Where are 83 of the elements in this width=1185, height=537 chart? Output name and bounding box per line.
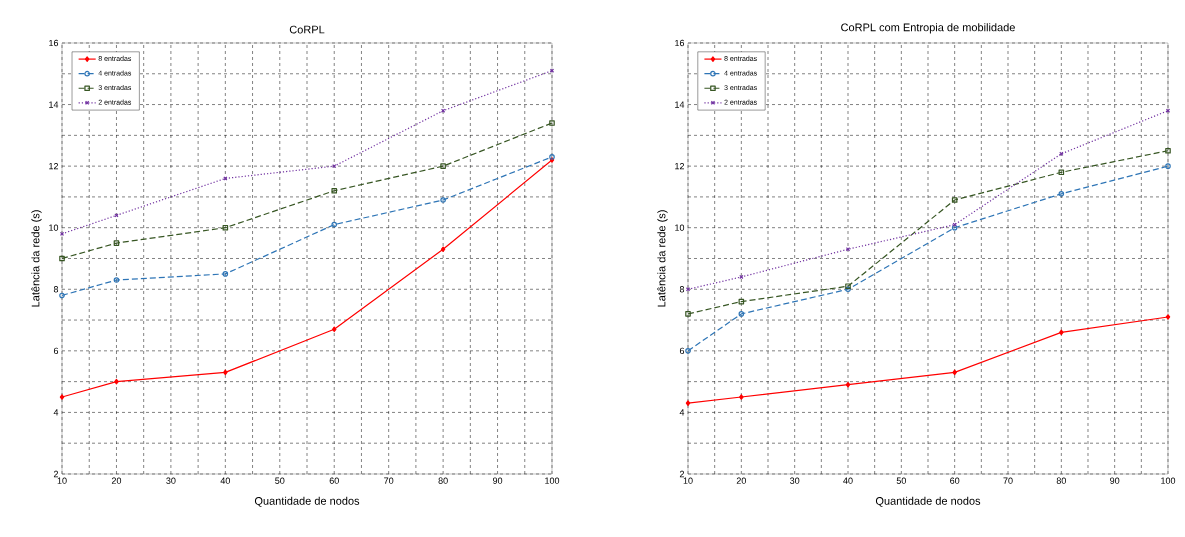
point (952, 369, 957, 376)
x-tick-label: 30 (790, 477, 800, 484)
y-tick-label: 14 (675, 101, 685, 108)
x-tick-label: 20 (111, 477, 122, 484)
point (331, 187, 338, 194)
y-axis-title: Latência da rede (s) (657, 210, 668, 307)
point (845, 247, 851, 252)
chart-title: CoRPL com Entropia de mobilidade (841, 23, 1015, 34)
y-tick-label: 8 (679, 286, 685, 293)
y-tick-label: 2 (679, 470, 685, 478)
y-tick-label: 16 (49, 39, 59, 47)
x-axis-title: Quantidade de nodos (875, 496, 981, 507)
point (739, 274, 744, 280)
point (685, 348, 691, 354)
point (738, 298, 745, 305)
point (1165, 163, 1171, 169)
point (113, 240, 120, 246)
point (549, 120, 555, 126)
point (685, 287, 691, 292)
y-tick-label: 6 (53, 347, 59, 355)
point (1165, 147, 1171, 154)
point (440, 108, 446, 113)
point (685, 400, 691, 406)
point (738, 311, 745, 317)
chart-title: CoRPL (289, 25, 325, 34)
x-tick-label: 100 (1161, 477, 1176, 484)
x-tick-label: 100 (545, 477, 560, 484)
x-tick-label: 80 (438, 477, 448, 484)
point (1165, 314, 1171, 320)
point (1058, 169, 1065, 176)
point (332, 163, 337, 169)
point (440, 197, 446, 203)
point (845, 381, 851, 388)
x-tick-label: 20 (736, 477, 746, 484)
x-tick-label: 40 (843, 477, 853, 484)
x-tick-label: 70 (384, 477, 394, 484)
point (223, 176, 228, 181)
point (59, 231, 65, 237)
x-tick-label: 80 (1056, 477, 1066, 484)
x-tick-label: 60 (950, 477, 960, 484)
point (59, 292, 65, 299)
point (222, 224, 229, 231)
y-tick-label: 10 (49, 224, 59, 231)
point (1165, 108, 1171, 113)
point (223, 369, 228, 376)
y-tick-label: 4 (679, 409, 685, 416)
x-tick-label: 40 (220, 477, 230, 484)
point (1058, 191, 1065, 197)
point (1059, 151, 1064, 156)
x-tick-label: 50 (896, 477, 906, 484)
point (739, 394, 744, 400)
x-tick-label: 90 (1110, 477, 1120, 484)
y-tick-label: 14 (49, 101, 59, 108)
y-tick-label: 10 (675, 224, 685, 231)
point (440, 163, 446, 169)
point (113, 277, 120, 283)
y-tick-label: 16 (675, 39, 685, 47)
y-tick-label: 4 (53, 409, 59, 416)
point (549, 68, 555, 73)
y-tick-label: 2 (53, 470, 59, 478)
y-tick-label: 6 (679, 347, 685, 355)
x-tick-label: 30 (166, 477, 176, 484)
point (685, 311, 691, 317)
point (114, 213, 119, 218)
x-axis-title: Quantidade de nodos (254, 496, 360, 507)
point (440, 246, 446, 253)
y-tick-label: 12 (675, 162, 685, 170)
point (951, 197, 958, 203)
point (114, 378, 119, 385)
x-tick-label: 50 (275, 477, 285, 484)
x-tick-label: 60 (329, 477, 339, 484)
point (222, 271, 229, 277)
point (845, 286, 851, 293)
point (59, 394, 65, 400)
point (331, 326, 337, 333)
point (1059, 329, 1064, 336)
point (331, 221, 338, 228)
y-axis-title: Latência da rede (s) (31, 210, 42, 307)
x-tick-label: 70 (1003, 477, 1013, 484)
x-tick-label: 90 (492, 477, 503, 484)
y-tick-label: 12 (49, 162, 59, 170)
point (845, 283, 851, 289)
y-tick-label: 8 (53, 286, 59, 293)
